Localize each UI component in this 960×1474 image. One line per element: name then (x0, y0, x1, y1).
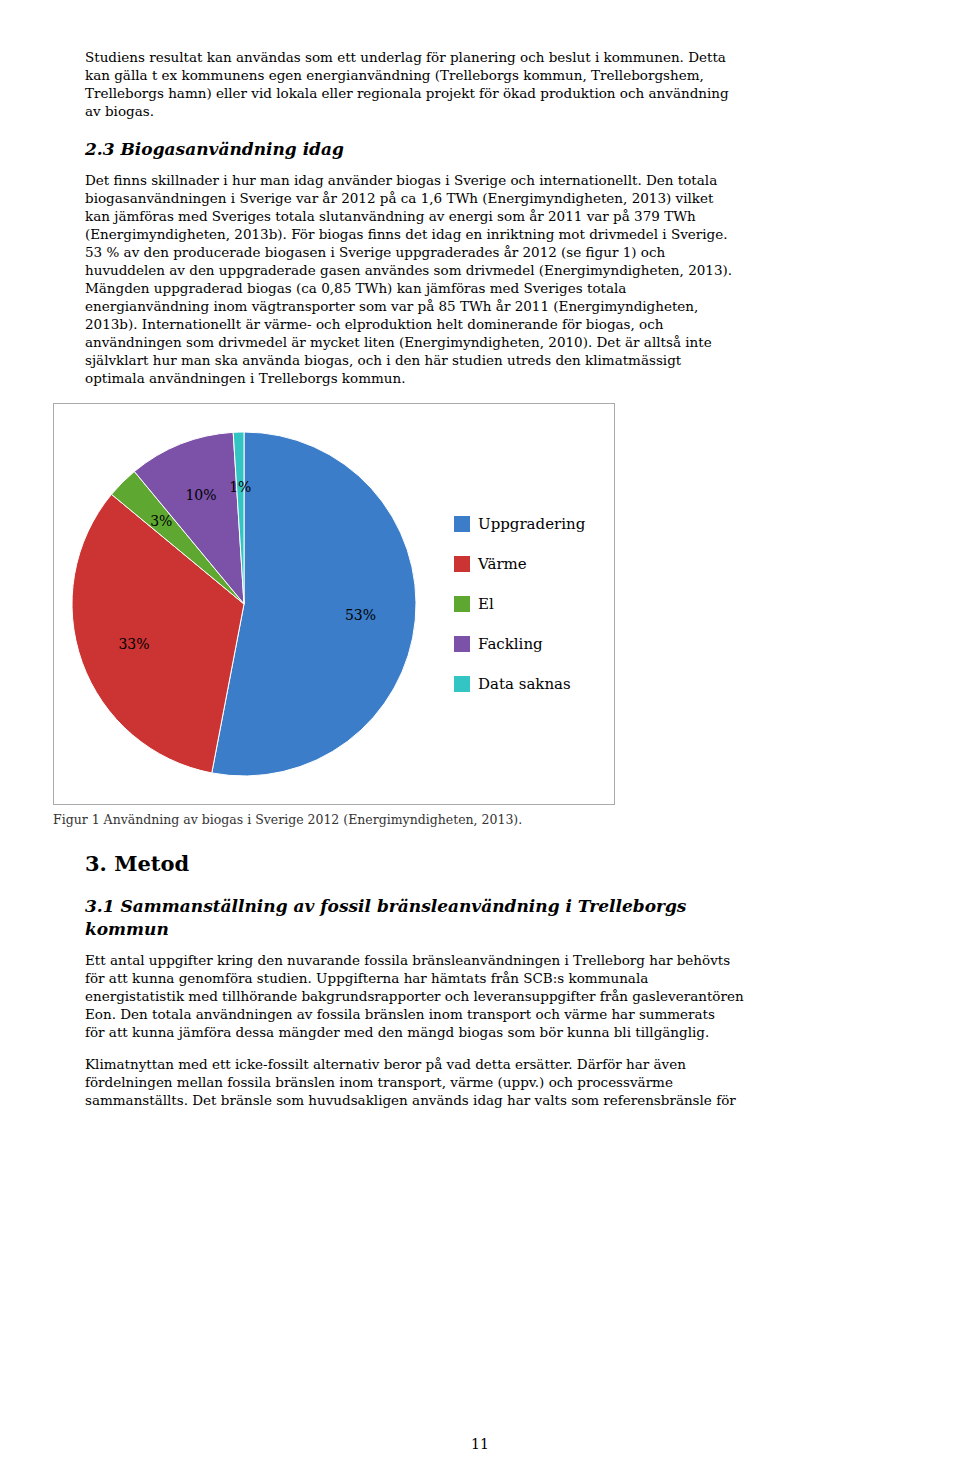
data-label: 53% (345, 607, 376, 623)
paragraph: Det finns skillnader i hur man idag anvä… (85, 171, 945, 387)
heading: 2.3 Biogasanvändning idag (85, 138, 945, 161)
heading: 3. Metod (85, 850, 945, 877)
legend-swatch (454, 636, 470, 652)
data-label: 33% (118, 636, 149, 652)
chart: 53% 33% 3% 10% 1% Uppgradering Värme El Fackling… (54, 404, 614, 804)
data-label: 3% (150, 513, 172, 529)
legend-swatch (454, 596, 470, 612)
legend-label: El (478, 595, 494, 613)
page-number: 11 (0, 1436, 960, 1452)
data-label: 10% (185, 487, 216, 503)
page: Studiens resultat kan användas som ett u… (85, 48, 945, 1123)
pie-slice (134, 432, 244, 604)
legend-label: Data saknas (478, 675, 571, 693)
paragraph: Studiens resultat kan användas som ett u… (85, 48, 945, 120)
caption: Figur 1 Användning av biogas i Sverige 2… (53, 811, 945, 828)
legend-label: Värme (477, 555, 527, 573)
legend-label: Uppgradering (478, 515, 586, 533)
paragraph: Klimatnyttan med ett icke-fossilt altern… (85, 1055, 945, 1109)
data-labels: 53% 33% 3% 10% 1% (118, 479, 376, 652)
pie-slice (233, 432, 244, 604)
legend-swatch (454, 556, 470, 572)
data-label: 1% (229, 479, 251, 495)
heading: 3.1 Sammanställning av fossil bränsleanv… (85, 895, 945, 941)
paragraph: Ett antal uppgifter kring den nuvarande … (85, 951, 945, 1041)
chart-box: 53% 33% 3% 10% 1% Uppgradering Värme El Fackling… (53, 403, 615, 805)
slices (72, 432, 416, 776)
legend-label: Fackling (478, 635, 543, 653)
legend-swatch (454, 676, 470, 692)
legend-swatch (454, 516, 470, 532)
legend: Uppgradering Värme El Fackling Data saknas (454, 515, 586, 693)
